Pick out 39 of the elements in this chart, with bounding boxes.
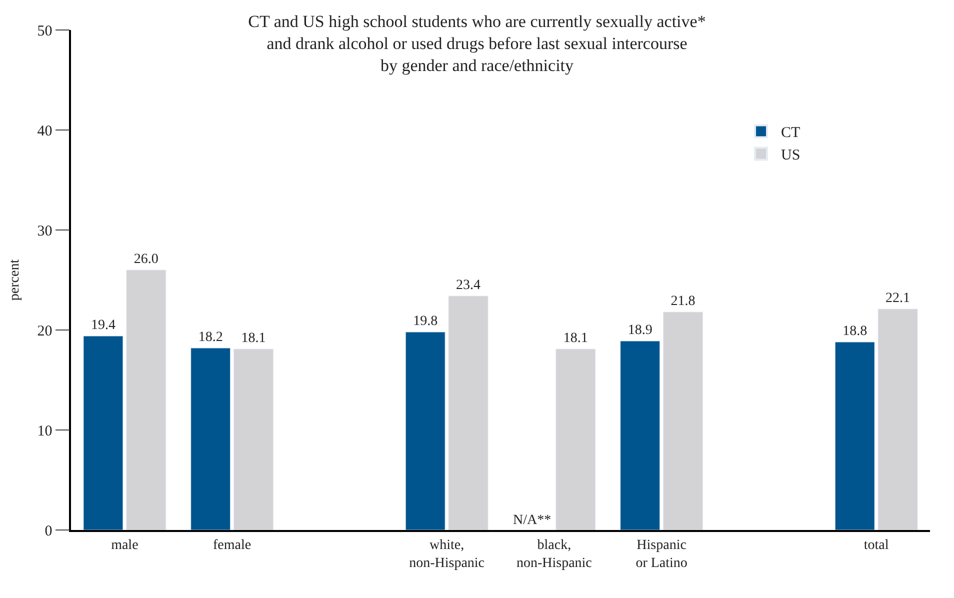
y-tick-label: 40 — [37, 123, 52, 140]
bar — [83, 336, 124, 530]
data-label: 18.2 — [198, 330, 223, 345]
y-tick-label: 0 — [44, 523, 52, 540]
data-label: 19.4 — [90, 318, 116, 333]
annotation: N/A** — [513, 513, 552, 528]
bar — [834, 342, 875, 530]
chart-title: CT and US high school students who are currently sexually active* and drank alcohol or used drugs before last sexual intercourse by gender and race/ethnicity — [248, 12, 706, 76]
x-tick-label: female — [213, 538, 252, 553]
legend-label: US — [781, 148, 800, 164]
bar — [556, 348, 596, 530]
bar — [405, 332, 446, 530]
data-label: 18.1 — [241, 331, 266, 346]
data-label: 18.1 — [563, 331, 588, 346]
data-label: 23.4 — [456, 278, 481, 293]
data-label: 19.8 — [413, 314, 438, 329]
bar — [448, 296, 488, 530]
bar — [620, 340, 660, 530]
y-tick-label: 10 — [37, 423, 52, 440]
x-tick-label: white, non-Hispanic — [409, 538, 485, 571]
data-label: 18.9 — [628, 323, 652, 338]
bar — [126, 270, 166, 530]
x-tick-label: black, non-Hispanic — [516, 538, 592, 571]
data-label: 21.8 — [670, 294, 696, 309]
data-label: 26.0 — [134, 252, 158, 267]
x-tick-label: male — [111, 538, 138, 553]
y-tick-label: 50 — [37, 23, 52, 40]
data-label: 22.1 — [886, 291, 910, 306]
bar — [190, 348, 231, 530]
x-tick-label: total — [864, 538, 889, 553]
y-tick-label: 30 — [37, 223, 52, 240]
x-tick-label: Hispanic or Latino — [636, 538, 688, 571]
y-tick-label: 20 — [37, 323, 52, 340]
data-label: 18.8 — [842, 324, 868, 339]
legend-label: CT — [781, 125, 800, 142]
bar — [663, 312, 704, 530]
bar — [878, 308, 918, 530]
y-axis-title: percent — [7, 259, 22, 301]
bar — [234, 348, 274, 530]
